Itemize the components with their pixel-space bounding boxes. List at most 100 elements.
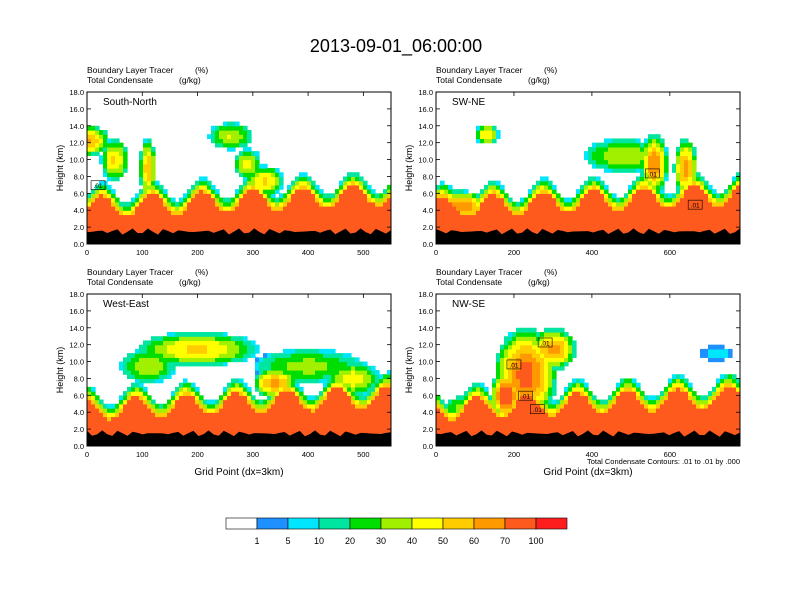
tracer-cell: [231, 125, 236, 131]
tracer-cell: [235, 197, 240, 203]
tracer-cell: [195, 403, 200, 409]
tracer-cell: [616, 151, 621, 156]
tracer-cell: [123, 222, 128, 228]
tracer-cell: [488, 184, 493, 190]
tracer-cell: [127, 201, 132, 207]
tracer-cell: [359, 374, 364, 380]
tracer-cell: [103, 218, 108, 224]
tracer-cell: [151, 159, 156, 165]
tracer-cell: [207, 361, 212, 367]
tracer-cell: [516, 399, 521, 405]
x-tick-label: 100: [136, 450, 149, 459]
tracer-cell: [143, 416, 148, 422]
tracer-cell: [295, 399, 300, 405]
tracer-cell: [496, 374, 501, 380]
tracer-cell: [87, 424, 92, 430]
tracer-cell: [203, 416, 208, 422]
tracer-cell: [107, 197, 112, 203]
tracer-cell: [283, 210, 288, 216]
tracer-cell: [259, 391, 264, 396]
tracer-cell: [512, 416, 517, 422]
tracer-cell: [532, 374, 537, 380]
tracer-cell: [684, 206, 689, 211]
tracer-cell: [684, 155, 689, 161]
panel-label: West-East: [103, 299, 149, 310]
tracer-cell: [512, 382, 517, 388]
tracer-cell: [496, 378, 501, 384]
tracer-cell: [147, 365, 152, 371]
tracer-cell: [656, 206, 661, 211]
tracer-cell: [123, 361, 128, 367]
tracer-cell: [243, 210, 248, 216]
tracer-cell: [512, 370, 517, 375]
tracer-cell: [692, 222, 697, 228]
tracer-cell: [247, 201, 252, 207]
tracer-cell: [588, 201, 593, 207]
tracer-cell: [203, 332, 208, 337]
tracer-cell: [235, 416, 240, 422]
tracer-cell: [696, 176, 701, 182]
tracer-cell: [632, 168, 637, 173]
tracer-cell: [504, 206, 509, 211]
tracer-cell: [696, 172, 701, 178]
tracer-cell: [528, 374, 533, 380]
tracer-cell: [147, 206, 152, 211]
tracer-cell: [363, 180, 368, 186]
y-tick-label: 4.0: [423, 206, 433, 215]
tracer-cell: [175, 210, 180, 216]
tracer-cell: [508, 218, 513, 224]
tracer-cell: [199, 344, 204, 350]
tracer-cell: [159, 365, 164, 371]
tracer-cell: [512, 395, 517, 401]
tracer-cell: [460, 197, 465, 203]
tracer-cell: [215, 222, 220, 228]
tracer-cell: [267, 429, 272, 434]
tracer-cell: [624, 201, 629, 207]
tracer-cell: [440, 222, 445, 228]
tracer-cell: [720, 206, 725, 211]
tracer-cell: [572, 424, 577, 430]
tracer-cell: [488, 416, 493, 422]
tracer-cell: [520, 348, 525, 354]
tracer-cell: [99, 201, 104, 207]
tracer-cell: [692, 189, 697, 194]
tracer-cell: [355, 189, 360, 194]
tracer-cell: [255, 370, 260, 375]
tracer-cell: [363, 378, 368, 384]
tracer-cell: [608, 201, 613, 207]
tracer-cell: [167, 332, 172, 337]
tracer-cell: [135, 214, 140, 220]
tracer-cell: [191, 386, 196, 392]
tracer-cell: [664, 206, 669, 211]
tracer-cell: [167, 399, 172, 405]
tracer-cell: [564, 344, 569, 350]
tracer-cell: [676, 193, 681, 199]
tracer-cell: [223, 391, 228, 396]
tracer-cell: [524, 353, 529, 358]
tracer-cell: [331, 412, 336, 418]
tracer-cell: [251, 163, 256, 169]
tracer-cell: [460, 412, 465, 418]
tracer-cell: [375, 412, 380, 418]
tracer-cell: [191, 332, 196, 337]
tracer-cell: [155, 227, 160, 232]
tracer-cell: [668, 193, 673, 199]
tracer-cell: [684, 193, 689, 199]
tracer-cell: [444, 197, 449, 203]
tracer-cell: [544, 399, 549, 405]
tracer-cell: [319, 391, 324, 396]
tracer-cell: [387, 370, 391, 375]
tracer-cell: [343, 370, 348, 375]
tracer-cell: [588, 197, 593, 203]
tracer-cell: [211, 348, 216, 354]
tracer-cell: [191, 184, 196, 190]
tracer-cell: [139, 180, 144, 186]
tracer-cell: [315, 357, 320, 363]
tracer-cell: [355, 210, 360, 216]
tracer-cell: [540, 420, 545, 426]
tracer-cell: [267, 218, 272, 224]
tracer-cell: [211, 361, 216, 367]
tracer-cell: [287, 222, 292, 228]
tracer-cell: [592, 155, 597, 161]
